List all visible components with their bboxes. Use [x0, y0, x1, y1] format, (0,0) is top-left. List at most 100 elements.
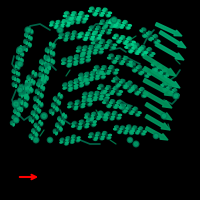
- Ellipse shape: [28, 75, 30, 78]
- Ellipse shape: [154, 66, 156, 68]
- Ellipse shape: [12, 115, 14, 118]
- Ellipse shape: [149, 34, 152, 36]
- Ellipse shape: [67, 64, 70, 66]
- Ellipse shape: [134, 85, 137, 87]
- Ellipse shape: [86, 32, 89, 34]
- Ellipse shape: [131, 111, 134, 113]
- Ellipse shape: [103, 23, 106, 25]
- Ellipse shape: [32, 31, 33, 34]
- Ellipse shape: [111, 19, 114, 20]
- Ellipse shape: [104, 99, 107, 101]
- Ellipse shape: [21, 108, 23, 112]
- Ellipse shape: [110, 66, 113, 67]
- Ellipse shape: [76, 19, 79, 20]
- Ellipse shape: [63, 15, 67, 17]
- Ellipse shape: [127, 27, 130, 29]
- Ellipse shape: [32, 129, 33, 132]
- Ellipse shape: [32, 71, 34, 74]
- Ellipse shape: [73, 108, 76, 109]
- Ellipse shape: [135, 44, 138, 45]
- Ellipse shape: [62, 21, 65, 23]
- Ellipse shape: [40, 81, 42, 84]
- Ellipse shape: [29, 29, 30, 32]
- Ellipse shape: [132, 41, 135, 43]
- Ellipse shape: [95, 94, 98, 95]
- Ellipse shape: [24, 40, 26, 43]
- Ellipse shape: [90, 92, 93, 94]
- Ellipse shape: [56, 132, 57, 135]
- Ellipse shape: [118, 20, 121, 21]
- Ellipse shape: [106, 105, 110, 107]
- Ellipse shape: [63, 84, 66, 86]
- Ellipse shape: [111, 24, 114, 26]
- Ellipse shape: [36, 134, 38, 137]
- Ellipse shape: [110, 26, 113, 28]
- Ellipse shape: [88, 51, 91, 52]
- Ellipse shape: [42, 81, 44, 85]
- Ellipse shape: [77, 127, 80, 129]
- Ellipse shape: [32, 120, 34, 123]
- Ellipse shape: [121, 107, 124, 109]
- Ellipse shape: [75, 17, 78, 18]
- Ellipse shape: [132, 69, 135, 71]
- Ellipse shape: [130, 44, 133, 46]
- Ellipse shape: [115, 125, 118, 127]
- Ellipse shape: [155, 38, 157, 40]
- Ellipse shape: [163, 90, 166, 91]
- Ellipse shape: [80, 53, 84, 55]
- Ellipse shape: [114, 21, 117, 22]
- Ellipse shape: [117, 20, 120, 21]
- Ellipse shape: [24, 47, 25, 50]
- Ellipse shape: [136, 50, 139, 52]
- Ellipse shape: [65, 24, 68, 26]
- Ellipse shape: [98, 116, 101, 117]
- Ellipse shape: [53, 25, 56, 26]
- Ellipse shape: [68, 81, 72, 84]
- Ellipse shape: [128, 25, 131, 26]
- Ellipse shape: [46, 47, 48, 51]
- Ellipse shape: [133, 62, 135, 64]
- Ellipse shape: [136, 47, 139, 49]
- Ellipse shape: [58, 116, 60, 119]
- Ellipse shape: [109, 22, 112, 23]
- Ellipse shape: [89, 45, 93, 47]
- Ellipse shape: [134, 128, 137, 129]
- Ellipse shape: [103, 26, 106, 27]
- Ellipse shape: [35, 123, 37, 126]
- Ellipse shape: [24, 84, 26, 88]
- Ellipse shape: [69, 140, 72, 142]
- Ellipse shape: [128, 81, 132, 83]
- Ellipse shape: [143, 48, 145, 49]
- Ellipse shape: [106, 15, 109, 17]
- Ellipse shape: [37, 116, 39, 119]
- Ellipse shape: [140, 30, 143, 32]
- Circle shape: [57, 27, 63, 33]
- Ellipse shape: [163, 70, 165, 72]
- Ellipse shape: [119, 131, 122, 132]
- Ellipse shape: [27, 96, 29, 100]
- Ellipse shape: [149, 32, 152, 34]
- Ellipse shape: [131, 63, 134, 65]
- Ellipse shape: [95, 66, 99, 67]
- Ellipse shape: [37, 127, 39, 129]
- Ellipse shape: [11, 122, 12, 125]
- Ellipse shape: [18, 73, 20, 76]
- Ellipse shape: [112, 91, 115, 92]
- Ellipse shape: [120, 108, 123, 109]
- Ellipse shape: [74, 31, 77, 33]
- Ellipse shape: [26, 103, 28, 107]
- Ellipse shape: [85, 126, 89, 128]
- Ellipse shape: [82, 106, 85, 107]
- Ellipse shape: [108, 20, 110, 22]
- Ellipse shape: [134, 48, 137, 49]
- Ellipse shape: [17, 49, 19, 52]
- Ellipse shape: [57, 129, 59, 132]
- Ellipse shape: [61, 128, 62, 131]
- Ellipse shape: [135, 132, 138, 134]
- Ellipse shape: [124, 57, 127, 58]
- Ellipse shape: [59, 101, 60, 104]
- Ellipse shape: [96, 92, 99, 93]
- Ellipse shape: [18, 55, 19, 58]
- Ellipse shape: [25, 95, 27, 99]
- Ellipse shape: [103, 26, 106, 27]
